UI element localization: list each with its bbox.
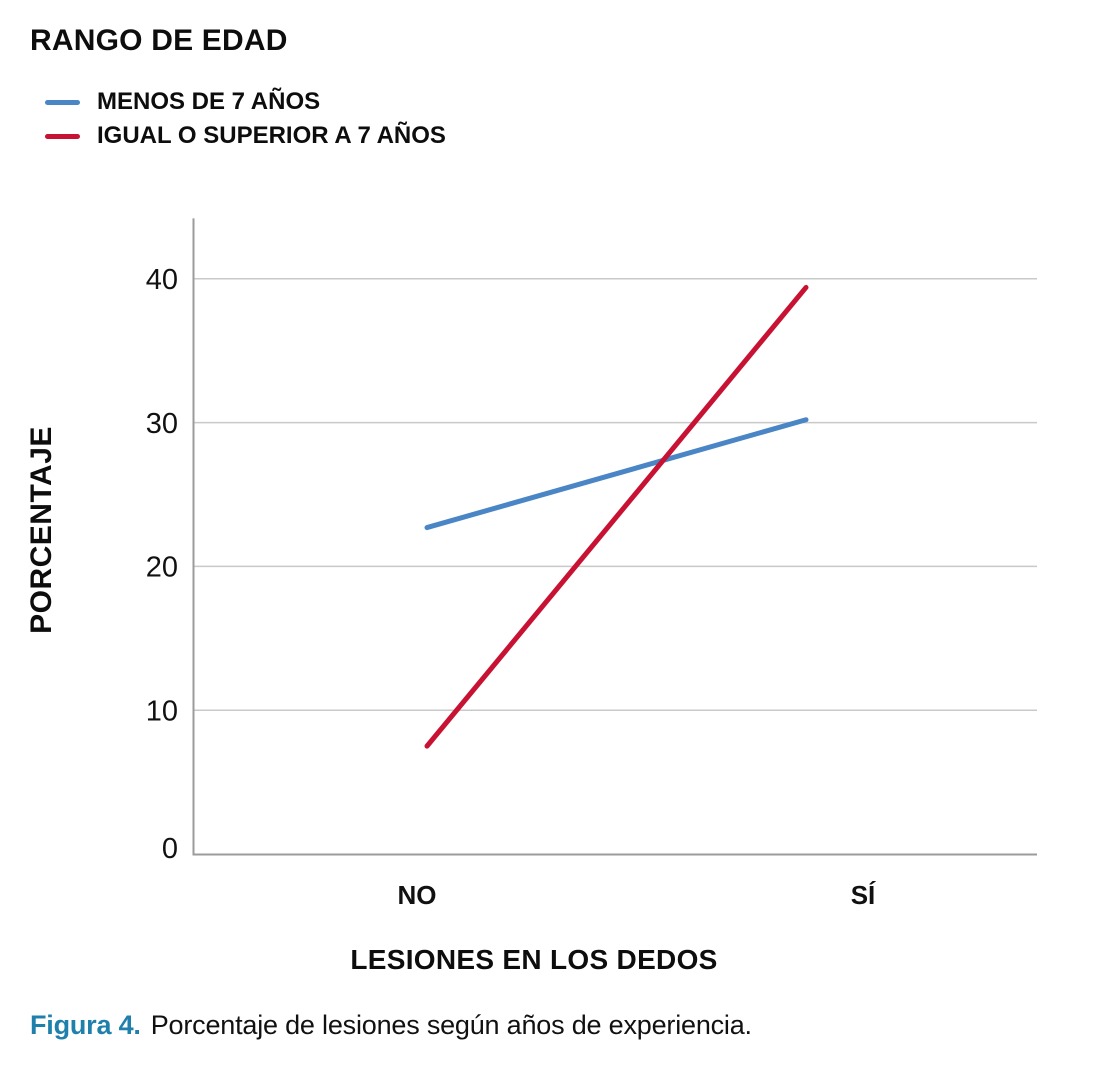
series-line-red xyxy=(424,284,809,749)
figure-caption: Figura 4. Porcentaje de lesiones según añ… xyxy=(30,1010,752,1041)
y-tick-label-10: 10 xyxy=(146,695,178,727)
legend-label: IGUAL O SUPERIOR A 7 AÑOS xyxy=(97,122,446,149)
legend-item-menos-de-7: MENOS DE 7 AÑOS xyxy=(45,85,446,119)
legend: MENOS DE 7 AÑOS IGUAL O SUPERIOR A 7 AÑO… xyxy=(45,85,446,153)
series-line-blue xyxy=(424,417,809,531)
legend-line-swatch-red xyxy=(45,133,80,139)
x-tick-label-0: NO xyxy=(398,880,437,910)
x-axis-title: LESIONES EN LOS DEDOS xyxy=(350,944,718,975)
figure-caption-text: Porcentaje de lesiones según años de exp… xyxy=(150,1010,752,1040)
y-tick-label-30: 30 xyxy=(146,408,178,440)
figure-caption-number: Figura 4. xyxy=(30,1010,141,1040)
y-tick-label-0: 0 xyxy=(162,833,178,865)
y-tick-label-20: 20 xyxy=(146,552,178,584)
legend-label: MENOS DE 7 AÑOS xyxy=(97,88,321,115)
plot-area: 0 10 20 30 40 NO SÍ xyxy=(146,218,1037,910)
legend-item-igual-o-superior: IGUAL O SUPERIOR A 7 AÑOS xyxy=(45,119,446,153)
x-tick-label-1: SÍ xyxy=(851,880,876,910)
legend-line-swatch-blue xyxy=(45,99,80,105)
legend-title: RANGO DE EDAD xyxy=(30,24,288,57)
y-tick-label-40: 40 xyxy=(146,264,178,296)
